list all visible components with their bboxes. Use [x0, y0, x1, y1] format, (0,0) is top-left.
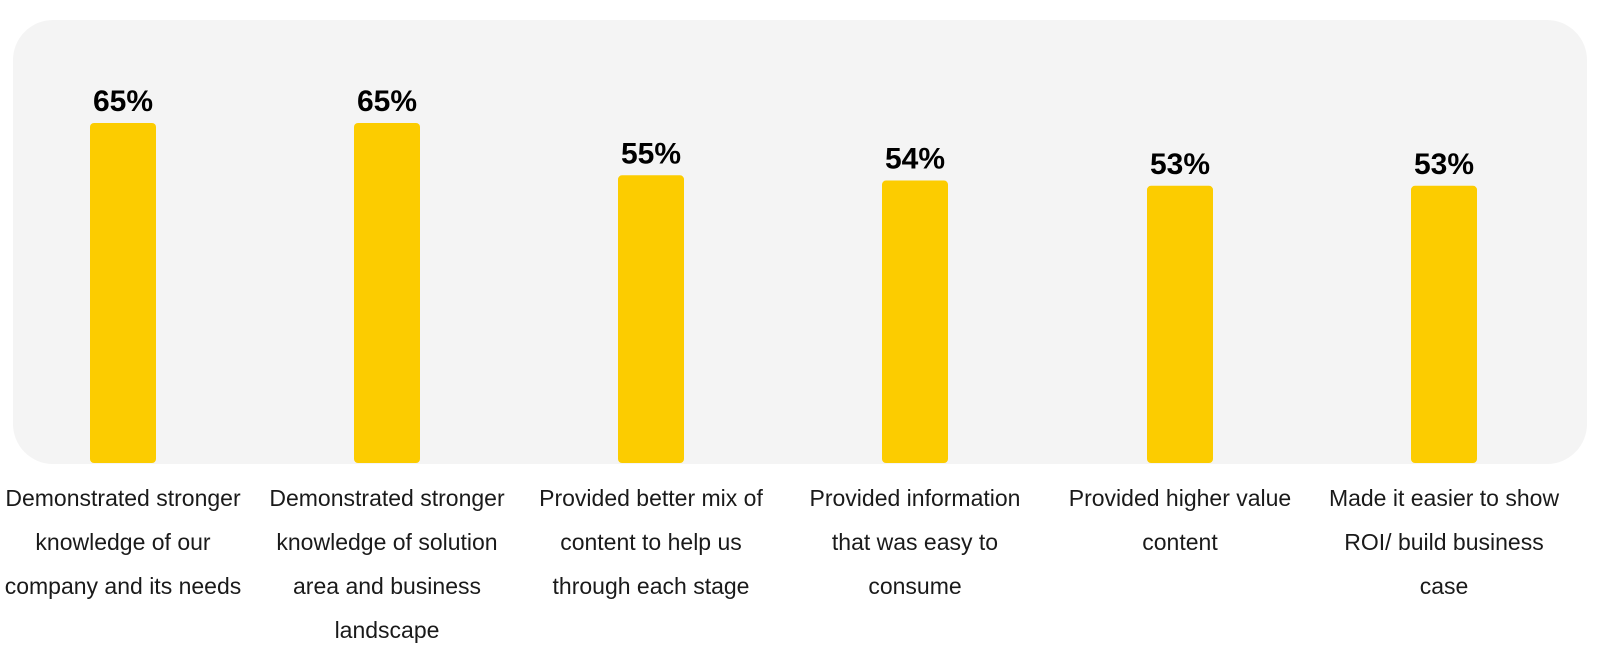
bar — [1147, 185, 1213, 463]
data-label: 53% — [1414, 148, 1474, 181]
category-label: Demonstrated stronger knowledge of solut… — [269, 485, 505, 643]
category-label: Provided higher value content — [1068, 485, 1292, 555]
category-label: Demonstrated stronger knowledge of our c… — [4, 485, 242, 599]
data-label: 55% — [621, 137, 681, 170]
data-label: 65% — [93, 85, 153, 118]
bar — [618, 175, 684, 464]
category-label: Provided better mix of content to help u… — [539, 485, 763, 599]
category-label: Provided information that was easy to co… — [809, 485, 1021, 599]
data-label: 53% — [1150, 148, 1210, 181]
bar — [90, 123, 156, 463]
data-label: 54% — [885, 143, 945, 176]
bar — [882, 180, 948, 464]
bar — [354, 123, 420, 463]
data-label: 65% — [357, 85, 417, 118]
bar — [1411, 185, 1477, 463]
chart-panel — [13, 20, 1587, 464]
category-label: Made it easier to show ROI/ build busine… — [1328, 485, 1560, 599]
